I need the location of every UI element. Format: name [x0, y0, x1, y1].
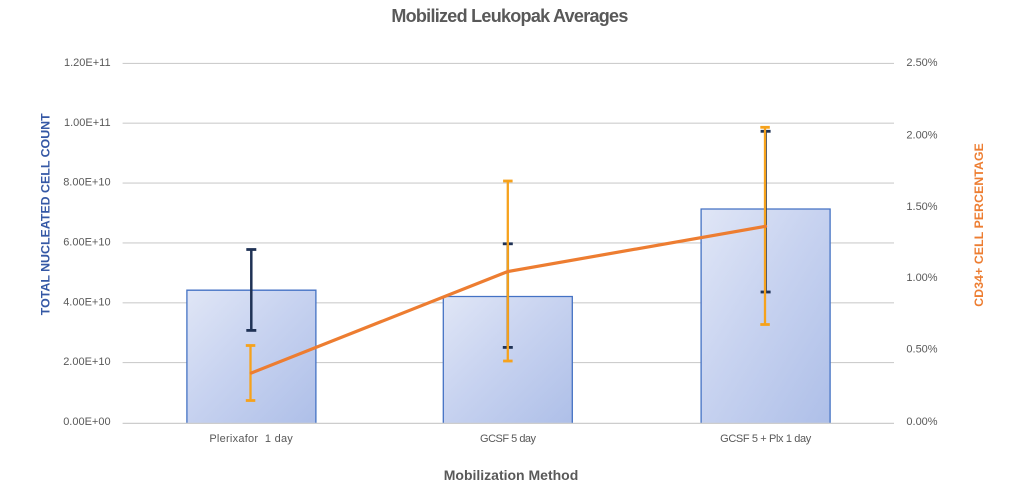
svg-text:1.00E+11: 1.00E+11	[64, 117, 111, 129]
svg-text:0.00E+00: 0.00E+00	[63, 416, 110, 428]
svg-text:0.00%: 0.00%	[906, 416, 937, 428]
svg-text:Mobilization Method: Mobilization Method	[444, 467, 579, 483]
svg-text:CD34+ CELL PERCENTAGE: CD34+ CELL PERCENTAGE	[972, 143, 986, 307]
svg-text:0.50%: 0.50%	[906, 344, 937, 356]
svg-text:Plerixafor 1 day: Plerixafor 1 day	[209, 433, 293, 445]
svg-text:1.20E+11: 1.20E+11	[64, 57, 111, 69]
svg-text:TOTAL NUCLEATED CELL COUNT: TOTAL NUCLEATED CELL COUNT	[38, 113, 52, 315]
svg-text:2.00E+10: 2.00E+10	[63, 356, 110, 368]
svg-text:8.00E+10: 8.00E+10	[63, 177, 110, 189]
svg-text:2.50%: 2.50%	[906, 57, 937, 69]
svg-text:2.00%: 2.00%	[906, 129, 937, 141]
svg-text:4.00E+10: 4.00E+10	[63, 296, 110, 308]
svg-text:GCSF 5 + Plx 1 day: GCSF 5 + Plx 1 day	[720, 433, 812, 445]
svg-text:6.00E+10: 6.00E+10	[63, 237, 110, 249]
svg-text:Mobilized Leukopak Averages: Mobilized Leukopak Averages	[391, 6, 628, 26]
svg-text:1.00%: 1.00%	[906, 272, 937, 284]
svg-text:1.50%: 1.50%	[906, 201, 937, 213]
svg-text:GCSF 5 day: GCSF 5 day	[480, 433, 537, 445]
